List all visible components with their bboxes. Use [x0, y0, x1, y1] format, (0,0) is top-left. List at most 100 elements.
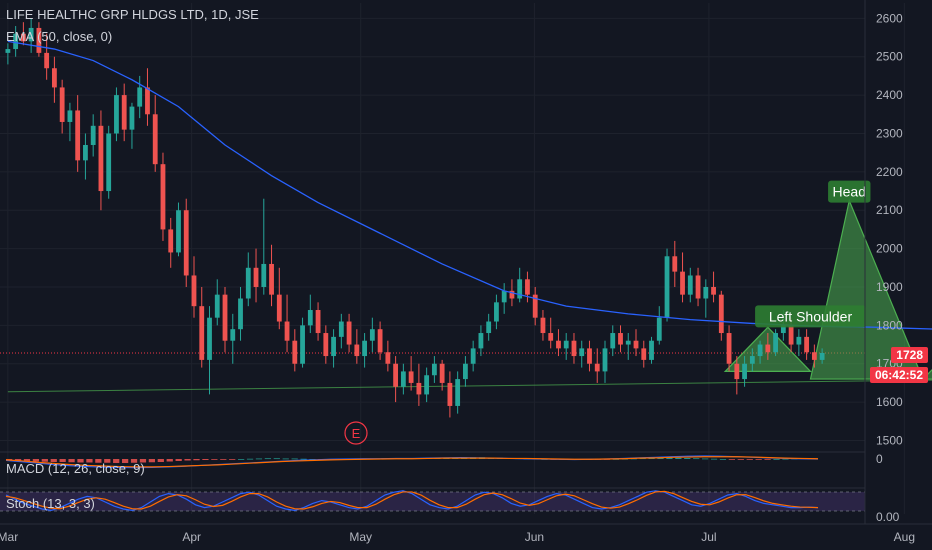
macd-histogram-bar [86, 459, 93, 463]
macd-histogram-bar [202, 459, 209, 460]
candlestick-series[interactable] [5, 18, 825, 418]
x-tick-label: May [349, 530, 372, 544]
candle-body [323, 333, 329, 357]
candle-body [594, 363, 600, 372]
candle-body [416, 382, 422, 395]
macd-histogram-bar [300, 458, 307, 460]
candle-body [145, 87, 150, 115]
head-triangle [809, 198, 924, 380]
candle-body [695, 275, 701, 299]
candle-body [362, 340, 367, 357]
candle-body [207, 317, 212, 360]
macd-histogram-bar [684, 458, 691, 459]
candle-body [540, 317, 546, 334]
candle-body [261, 263, 267, 287]
candle-body [13, 33, 19, 50]
candle-body [742, 363, 747, 380]
candle-body [168, 229, 174, 253]
candle-body [346, 321, 352, 345]
bar-countdown-tag: 06:42:52 [869, 367, 928, 383]
stoch-tick-label: 0.00 [876, 510, 900, 524]
candle-body [587, 348, 592, 364]
candle-body [408, 371, 414, 383]
macd-histogram-bar [50, 459, 57, 462]
candle-body [424, 375, 430, 395]
candle-body [470, 348, 476, 364]
macd-histogram-bar [710, 458, 718, 460]
candle-body [183, 210, 189, 276]
macd-histogram-bar [184, 459, 191, 461]
candle-body [191, 275, 197, 307]
candle-body [152, 114, 158, 165]
macd-histogram-bar [719, 459, 727, 460]
candle-body [726, 333, 732, 364]
candle-body [52, 68, 57, 88]
candle-body [129, 106, 135, 130]
y-tick-label: 2000 [876, 242, 903, 256]
macd-legend: MACD (12, 26, close, 9) [6, 461, 145, 476]
macd-histogram-bar [773, 459, 780, 460]
candle-body [625, 340, 631, 345]
macd-histogram-bar [291, 458, 298, 460]
candle-body [315, 310, 321, 334]
candle-body [83, 144, 88, 161]
macd-histogram-bar [130, 459, 138, 463]
x-tick-label: Jul [701, 530, 716, 544]
stoch-k-line [5, 490, 819, 512]
candle-body [385, 352, 391, 364]
candle-body [253, 267, 259, 287]
macd-tick-label: 0 [876, 452, 883, 466]
macd-histogram-bar [273, 458, 280, 460]
candle-body [649, 340, 654, 360]
macd-histogram-bar [139, 459, 147, 463]
candle-body [579, 348, 585, 357]
candle-body [532, 294, 538, 318]
candle-body [431, 363, 437, 376]
candle-body [439, 363, 445, 383]
y-tick-label: 1600 [876, 395, 903, 409]
annotation-box [755, 305, 866, 328]
macd-histogram-bar [122, 459, 129, 463]
x-tick-label: Mar [0, 530, 18, 544]
earnings-event-marker[interactable]: E [344, 421, 368, 445]
stoch-d-line [5, 490, 819, 510]
grid [0, 3, 905, 514]
candle-body [369, 329, 375, 341]
macd-histogram-bar [675, 457, 682, 459]
candle-body [664, 256, 670, 318]
candle-body [486, 321, 492, 334]
candle-body [98, 125, 104, 192]
macd-histogram-bar [702, 458, 709, 460]
candle-body [455, 379, 461, 406]
y-tick-label: 2600 [876, 11, 903, 25]
candle-body [75, 110, 81, 161]
candle-body [214, 294, 220, 318]
macd-histogram-bar [238, 459, 245, 460]
macd-histogram-bar [104, 459, 111, 463]
candle-body [121, 95, 127, 130]
candle-body [284, 321, 290, 341]
macd-histogram-bar [95, 459, 102, 463]
macd-histogram-bar [220, 459, 227, 460]
candle-body [525, 279, 530, 295]
stoch-pane[interactable] [0, 490, 865, 512]
candle-body [749, 356, 755, 364]
candle-body [230, 329, 236, 341]
candle-body [641, 348, 647, 360]
annotation-label: Head [833, 184, 866, 200]
macd-histogram-bar [657, 457, 664, 459]
candle-body [245, 267, 251, 299]
macd-histogram-bar [264, 458, 272, 460]
candle-body [734, 363, 740, 380]
candle-body [300, 325, 305, 364]
candle-body [331, 336, 336, 357]
candle-body [354, 344, 360, 357]
ema-legend: EMA (50, close, 0) [6, 29, 113, 44]
symbol-title: LIFE HEALTHC GRP HLDGS LTD, 1D, JSE [6, 7, 259, 22]
candle-body [501, 290, 507, 303]
macd-histogram-bar [14, 459, 22, 461]
candle-body [269, 263, 274, 295]
candle-body [176, 210, 181, 253]
macd-pane[interactable] [5, 455, 819, 469]
